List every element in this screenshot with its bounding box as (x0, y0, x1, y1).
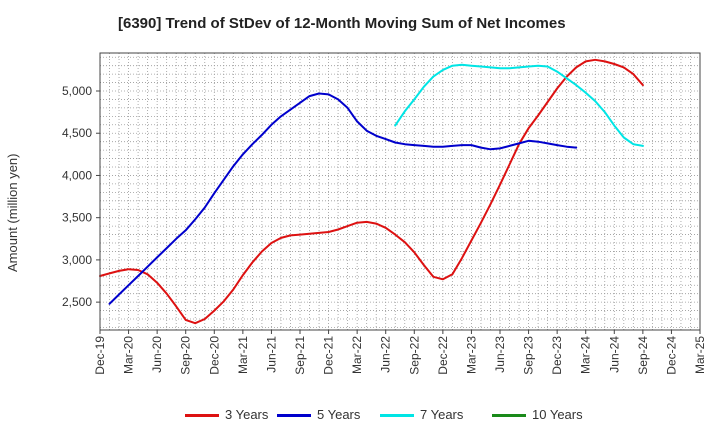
x-tick-label: Dec-24 (664, 336, 678, 375)
legend-swatch (185, 414, 219, 417)
x-tick-label: Dec-22 (436, 336, 450, 375)
x-tick-label: Dec-19 (93, 336, 107, 375)
x-tick-label: Dec-21 (322, 336, 336, 375)
y-tick-label: 4,000 (62, 168, 92, 182)
x-tick-label: Dec-20 (207, 336, 221, 375)
legend-label: 7 Years (420, 407, 464, 422)
series-lines (99, 58, 644, 325)
line-chart: 2,500 3,000 3,500 4,000 4,500 5,000 Dec-19 Mar… (62, 52, 707, 375)
legend-label: 3 Years (225, 407, 269, 422)
x-tick-label: Mar-24 (579, 336, 593, 374)
legend-swatch (492, 414, 526, 417)
x-tick-label: Sep-24 (636, 336, 650, 375)
x-tick-label: Sep-20 (179, 336, 193, 375)
y-axis-ticks: 2,500 3,000 3,500 4,000 4,500 5,000 (62, 84, 100, 309)
x-tick-label: Jun-23 (493, 336, 507, 373)
x-tick-label: Mar-23 (464, 336, 478, 374)
y-tick-label: 5,000 (62, 84, 92, 98)
x-tick-label: Jun-21 (264, 336, 278, 373)
legend-swatch (277, 414, 311, 417)
x-axis-ticks: Dec-19 Mar-20 Jun-20 Sep-20 Dec-20 Mar-21 Jun-… (93, 330, 707, 375)
legend-label: 10 Years (532, 407, 583, 422)
series-line (394, 63, 644, 147)
series-line (108, 92, 578, 305)
y-tick-label: 2,500 (62, 295, 92, 309)
x-tick-label: Mar-22 (350, 336, 364, 374)
x-tick-label: Mar-20 (122, 336, 136, 374)
plot-frame (99, 52, 701, 331)
series-line (99, 58, 644, 325)
x-tick-label: Mar-21 (236, 336, 250, 374)
grid-lines (100, 53, 700, 330)
y-tick-label: 3,500 (62, 211, 92, 225)
y-tick-label: 4,500 (62, 126, 92, 140)
x-tick-label: Mar-25 (693, 336, 707, 374)
x-tick-label: Jun-24 (607, 336, 621, 373)
legend-swatch (380, 414, 414, 417)
x-tick-label: Dec-23 (550, 336, 564, 375)
chart-title: [6390] Trend of StDev of 12-Month Moving… (118, 15, 566, 32)
x-tick-label: Sep-21 (293, 336, 307, 375)
x-tick-label: Sep-22 (407, 336, 421, 375)
x-tick-label: Sep-23 (522, 336, 536, 375)
legend: 3 Years 5 Years 7 Years 10 Years (0, 405, 720, 425)
x-tick-label: Jun-20 (150, 336, 164, 373)
y-tick-label: 3,000 (62, 253, 92, 267)
x-tick-label: Jun-22 (379, 336, 393, 373)
legend-label: 5 Years (317, 407, 361, 422)
